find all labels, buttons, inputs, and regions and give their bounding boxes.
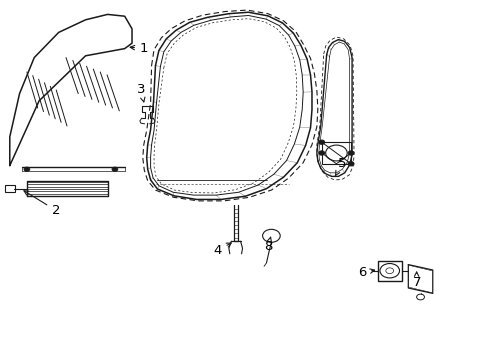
Text: 2: 2 [24, 191, 61, 217]
Circle shape [24, 167, 30, 171]
Circle shape [347, 162, 353, 166]
Text: 5: 5 [335, 157, 346, 176]
Text: 6: 6 [357, 266, 374, 279]
Bar [321, 142, 350, 164]
Circle shape [112, 167, 118, 171]
Circle shape [347, 151, 353, 155]
Text: 4: 4 [213, 243, 231, 257]
Bar [5, 185, 15, 192]
Circle shape [318, 140, 324, 144]
Text: 1: 1 [130, 42, 148, 55]
Circle shape [318, 151, 324, 155]
Bar [377, 261, 401, 281]
Text: 7: 7 [411, 272, 420, 289]
Text: 3: 3 [136, 83, 145, 102]
Text: 8: 8 [263, 237, 272, 253]
